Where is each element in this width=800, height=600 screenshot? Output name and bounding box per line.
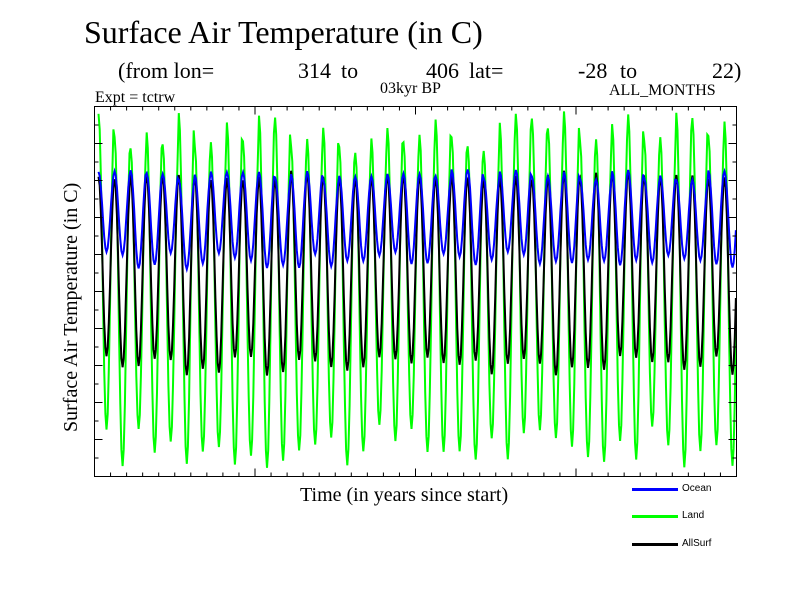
legend-swatch-ocean [632,488,678,491]
series-line-ocean [97,167,737,274]
legend-item-ocean: Ocean [632,483,752,496]
subtitle-lat-to: 22) [712,58,742,83]
legend-swatch-allsurf [632,543,678,546]
legend-label-allsurf: AllSurf [682,538,712,549]
legend-swatch-land [632,515,678,518]
subtitle-to-2: to [620,58,638,83]
subtitle-lat-label: lat= [469,58,504,83]
y-axis-label: Surface Air Temperature (in C) [60,182,82,432]
months-label: ALL_MONTHS [609,82,716,99]
x-axis-label: Time (in years since start) [300,484,509,506]
period-label: 03kyr BP [380,80,441,97]
experiment-label: Expt = tctrw [95,89,176,106]
legend-label-land: Land [682,510,705,521]
subtitle-to-1: to [341,58,359,83]
subtitle-lon-from: 314 [298,58,331,83]
subtitle-lat-from: -28 [578,58,608,83]
chart-title: Surface Air Temperature (in C) [84,14,483,50]
series-group [97,111,737,468]
plot-frame [94,106,737,477]
ticks-group [94,106,737,477]
legend-label-ocean: Ocean [682,483,712,494]
legend-item-allsurf: AllSurf [632,538,752,551]
subtitle-lon-to: 406 [426,58,459,83]
subtitle-prefix: (from lon= [118,58,215,83]
legend-item-land: Land [632,510,752,523]
